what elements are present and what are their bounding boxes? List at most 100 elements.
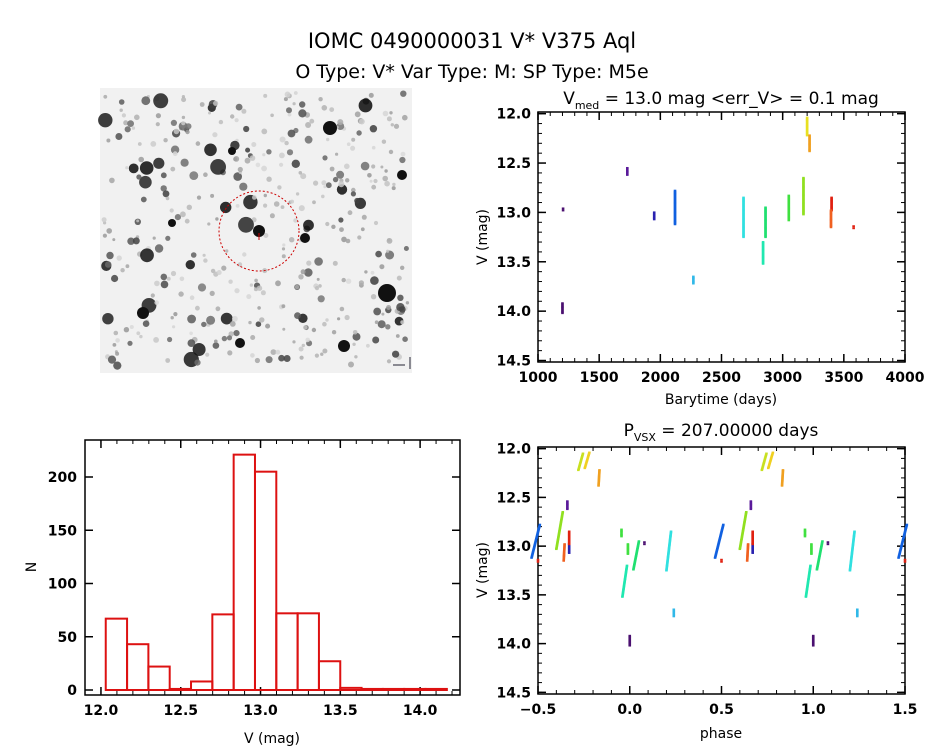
phased-cluster-point [562, 553, 566, 556]
phased-cluster-point [622, 583, 626, 586]
phased-cluster-point [761, 465, 765, 468]
bright-star [137, 307, 149, 319]
star [275, 349, 281, 355]
lightcurve-cluster-point [787, 218, 791, 221]
star [127, 340, 133, 346]
phased-cluster-point [623, 581, 626, 584]
phased-cluster-point [667, 551, 670, 554]
phased-cluster-point [534, 540, 538, 543]
lightcurve-cluster-point [805, 118, 809, 121]
phased-cluster-point [803, 528, 807, 531]
star [165, 196, 170, 201]
phased-cluster-point [811, 639, 815, 642]
lightcurve-cluster-point [764, 207, 767, 210]
star [396, 275, 402, 281]
lightcurve-cluster-point [802, 187, 805, 190]
lightcurve-cluster-point [787, 196, 791, 199]
phased-cluster-point [808, 572, 811, 575]
histogram-bar [126, 643, 150, 692]
lightcurve-cluster-point [802, 193, 805, 196]
lightcurve-cluster-point [761, 252, 765, 255]
phased-cluster-point [578, 464, 581, 467]
phased-cluster-point [739, 544, 742, 547]
lightcurve-ytick-label: 14.5 [496, 354, 531, 370]
star [314, 353, 319, 358]
star [216, 270, 222, 275]
star [170, 316, 174, 320]
star [298, 171, 303, 175]
phased-cluster-point [851, 541, 855, 544]
phased-cluster-point [555, 546, 558, 549]
lightcurve-cluster-point [805, 117, 809, 120]
phased-cluster-point [808, 571, 811, 574]
lightcurve-cluster-point [829, 217, 833, 220]
star [244, 157, 251, 164]
lightcurve-cluster-point [561, 310, 564, 313]
phased-cluster-point [667, 552, 670, 555]
star [136, 174, 142, 180]
phased-cluster-point [746, 547, 750, 550]
phased-cluster-point [581, 452, 585, 455]
phased-cluster-point [567, 537, 571, 540]
phased-cluster-point [625, 569, 628, 572]
star [160, 280, 169, 289]
phased-cluster-point [634, 554, 638, 557]
phased-cluster-point [855, 615, 859, 618]
lightcurve-cluster-point [761, 251, 765, 254]
phased-cluster-point [739, 542, 743, 545]
star [351, 187, 356, 193]
phased-cluster-point [740, 534, 744, 537]
star [180, 158, 189, 167]
star [125, 264, 130, 269]
phased-cluster-point [803, 535, 807, 538]
phased-cluster-point [567, 542, 571, 545]
lightcurve-cluster [652, 211, 656, 221]
phased-cluster-point [811, 642, 815, 645]
phased-cluster-point [622, 588, 625, 591]
lightcurve-cluster-point [802, 197, 805, 200]
phased-cluster [903, 558, 907, 563]
phased-cluster-point [743, 522, 746, 525]
star [289, 237, 295, 243]
phased-cluster-point [721, 527, 724, 530]
lightcurve-cluster-point [652, 216, 656, 219]
phased-cluster-point [579, 459, 583, 462]
star [332, 260, 338, 266]
lightcurve-cluster-point [673, 213, 677, 216]
star [139, 175, 152, 189]
lightcurve-xtick-label: 2500 [702, 370, 741, 386]
phased-cluster-point [749, 506, 753, 509]
star [298, 346, 304, 352]
phased-cluster-point [634, 558, 637, 561]
star [233, 172, 242, 181]
phased-cluster-point [781, 473, 784, 476]
lightcurve-cluster-point [764, 225, 767, 228]
star [128, 163, 139, 174]
lightcurve-cluster-point [805, 123, 809, 126]
lightcurve-cluster-point [673, 205, 677, 208]
figure-subtitle: O Type: V* Var Type: M: SP Type: M5e [295, 61, 648, 83]
lightcurve-cluster-point [761, 250, 765, 253]
histogram-ytick-label: 0 [67, 683, 77, 699]
phased-cluster-point [620, 532, 623, 535]
star [337, 317, 341, 321]
phased-cluster-point [533, 544, 536, 547]
lightcurve-cluster-point [742, 202, 745, 205]
lightcurve-cluster-point [673, 199, 677, 202]
phased-cluster-point [803, 531, 807, 534]
phased-cluster-point [903, 558, 907, 561]
star [189, 331, 193, 336]
star [167, 336, 173, 343]
phased-cluster-point [634, 557, 637, 560]
phased-cluster-point [901, 539, 905, 542]
phased-cluster-point [665, 568, 668, 571]
phased-cluster-point [556, 537, 560, 540]
lightcurve-cluster-point [829, 226, 833, 229]
phased-cluster-point [744, 512, 748, 515]
star [181, 97, 187, 103]
phased-cluster-point [809, 565, 812, 568]
star [400, 90, 407, 97]
lightcurve-cluster-point [852, 225, 855, 228]
star [290, 199, 294, 204]
lightcurve-cluster-point [802, 212, 805, 215]
